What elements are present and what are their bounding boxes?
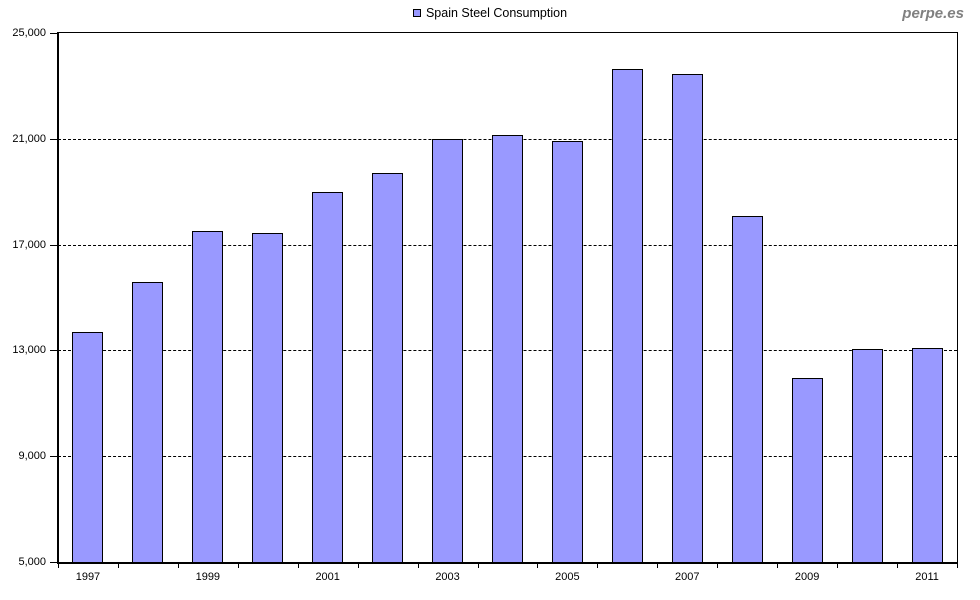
bar-2008 <box>731 215 763 562</box>
y-tick-label: 21,000 <box>12 132 46 145</box>
bar-2007 <box>671 73 703 562</box>
bar-2005 <box>551 141 583 562</box>
bar-2011 <box>911 347 943 562</box>
x-axis-tick <box>717 563 719 568</box>
bar-2001 <box>312 191 344 562</box>
y-axis-tick <box>50 244 58 246</box>
x-tick-label-2005: 2005 <box>555 571 580 583</box>
x-tick-label-2003: 2003 <box>435 571 460 583</box>
x-axis-tick <box>657 563 659 568</box>
bar-2004 <box>492 134 523 562</box>
bar-1998 <box>132 281 164 562</box>
x-axis-tick <box>897 563 899 568</box>
x-axis-tick <box>777 563 779 568</box>
x-tick-label-2001: 2001 <box>315 571 340 583</box>
x-axis-tick <box>237 563 239 568</box>
y-axis-tick <box>50 138 58 140</box>
watermark: perpe.es <box>902 5 964 22</box>
legend-label: Spain Steel Consumption <box>425 6 568 20</box>
bar-2006 <box>611 68 643 562</box>
x-axis-tick <box>177 563 179 568</box>
bar-2002 <box>372 173 404 562</box>
x-tick-label-2011: 2011 <box>915 571 939 583</box>
y-axis-tick <box>50 456 58 458</box>
legend: Spain Steel Consumption <box>0 6 980 20</box>
x-axis-tick <box>837 563 839 568</box>
x-axis-tick <box>297 563 299 568</box>
y-axis-tick <box>50 33 58 34</box>
bar-1997 <box>72 331 104 562</box>
x-axis-tick <box>597 563 599 568</box>
x-axis-tick <box>957 563 958 568</box>
x-axis-tick <box>58 563 59 568</box>
bar-1999 <box>192 231 224 562</box>
bar-2009 <box>791 378 823 562</box>
legend-marker-icon <box>412 9 421 17</box>
bar-2000 <box>252 232 284 562</box>
y-axis-tick <box>50 562 58 563</box>
x-axis-tick <box>357 563 359 568</box>
x-tick-label-1999: 1999 <box>195 571 221 583</box>
x-axis-tick <box>537 563 539 568</box>
x-tick-label-2007: 2007 <box>675 571 700 583</box>
y-tick-label: 5,000 <box>18 556 46 568</box>
x-tick-label-1997: 1997 <box>75 571 101 583</box>
y-tick-label: 9,000 <box>18 450 46 463</box>
y-axis-tick <box>50 350 58 352</box>
x-axis-tick <box>117 563 119 568</box>
x-tick-label-2009: 2009 <box>794 571 820 583</box>
y-tick-label: 13,000 <box>12 344 46 357</box>
plot-area <box>57 32 958 564</box>
y-tick-label: 17,000 <box>12 238 46 251</box>
bar-2003 <box>432 138 464 562</box>
x-axis-tick <box>417 563 419 568</box>
x-axis-tick <box>477 563 479 568</box>
y-tick-label: 25,000 <box>12 27 46 39</box>
bar-2010 <box>851 349 883 562</box>
